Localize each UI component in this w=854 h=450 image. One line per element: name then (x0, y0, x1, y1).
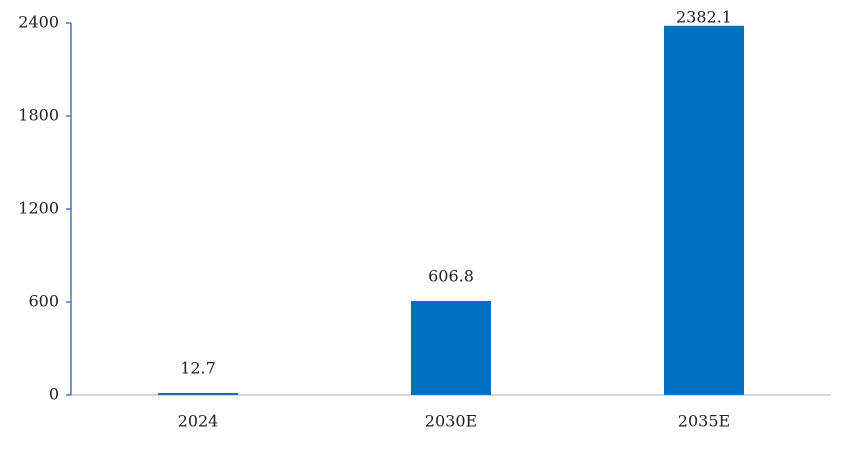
y-tick-label: 600 (28, 292, 59, 311)
bar (158, 393, 238, 395)
y-tick-label: 1200 (18, 199, 59, 218)
y-tick-label: 2400 (18, 13, 59, 32)
data-label: 606.8 (428, 266, 474, 285)
x-tick-label: 2024 (178, 412, 219, 431)
x-tick-label: 2035E (678, 412, 730, 431)
y-tick-label: 0 (49, 385, 59, 404)
y-tick-label: 1800 (18, 106, 59, 125)
bar (664, 25, 744, 395)
x-tick-label: 2030E (425, 412, 477, 431)
data-label: 12.7 (180, 359, 216, 378)
bar (411, 300, 491, 395)
data-label: 2382.1 (676, 8, 732, 27)
